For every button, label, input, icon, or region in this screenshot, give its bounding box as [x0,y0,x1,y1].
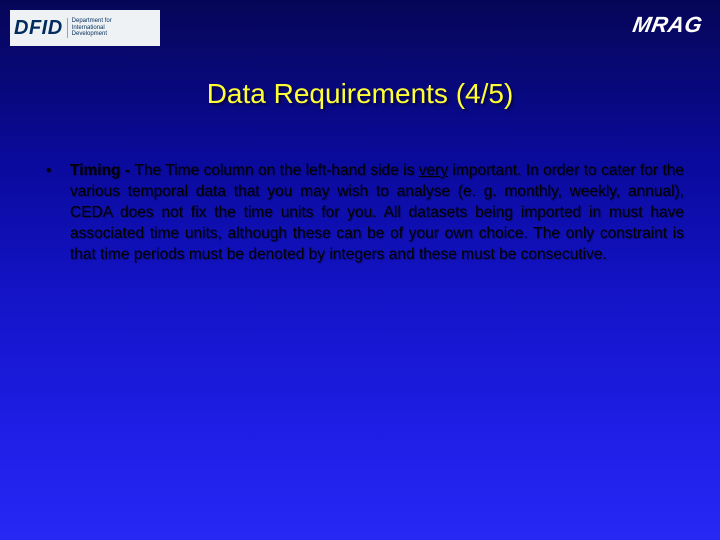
bullet-marker: • [40,160,70,181]
bullet-very: very [419,162,448,179]
slide-body: • Timing - The Time column on the left-h… [40,160,684,265]
dfid-sub-1: Department for [72,18,112,24]
mrag-text: MRAG [630,12,704,38]
bullet-item: • Timing - The Time column on the left-h… [40,160,684,265]
slide-title: Data Requirements (4/5) [0,78,720,110]
mrag-logo: MRAG [633,12,702,38]
dfid-sub-2: International [72,25,105,31]
bullet-text: Timing - The Time column on the left-han… [70,160,684,265]
dfid-logo: DFID Department for International Develo… [10,10,160,46]
bullet-lead: Timing - [70,162,135,179]
dfid-subtext: Department for International Development [67,18,112,38]
dfid-mark: DFID [14,17,63,40]
dfid-sub-3: Development [72,31,107,37]
bullet-pre-very: The Time column on the left-hand side is [135,162,419,179]
